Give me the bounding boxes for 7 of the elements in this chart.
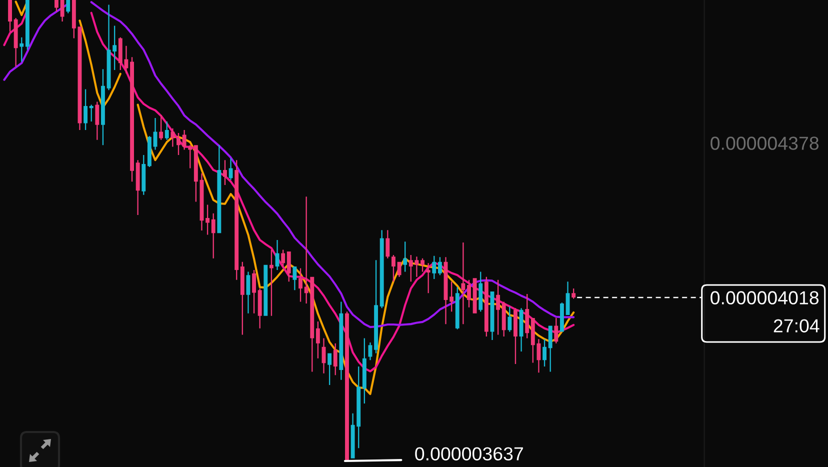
y-tick-label: 0.000004378 <box>710 136 819 150</box>
y-tick-label: 0.000004018 <box>710 291 819 304</box>
annotation: 0.000003637 <box>415 447 523 460</box>
candlestick <box>170 128 175 147</box>
ref-line-label: 27:04 <box>774 319 820 332</box>
candlestick <box>426 263 430 294</box>
candlestick <box>461 242 466 324</box>
